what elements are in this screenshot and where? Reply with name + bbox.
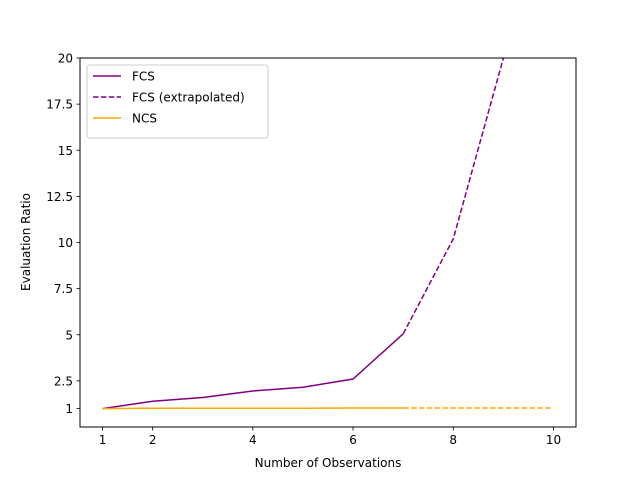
x-tick-label: 4	[249, 433, 257, 447]
y-tick-label: 15	[58, 144, 73, 158]
y-tick-label: 5	[65, 328, 73, 342]
y-tick-label: 10	[58, 236, 73, 250]
x-tick-label: 10	[546, 433, 561, 447]
y-tick-label: 17.5	[46, 98, 73, 112]
y-tick-label: 2.5	[54, 374, 73, 388]
y-tick-label: 1	[65, 402, 73, 416]
x-tick-label: 1	[99, 433, 107, 447]
legend-label: FCS	[132, 70, 155, 84]
x-axis: 1 2 4 6 8 10	[99, 427, 561, 447]
y-tick-label: 7.5	[54, 282, 73, 296]
y-tick-label: 12.5	[46, 190, 73, 204]
series-layer	[102, 57, 554, 410]
x-tick-label: 8	[449, 433, 457, 447]
y-axis-label: Evaluation Ratio	[19, 193, 33, 291]
series-line-2	[102, 407, 404, 410]
legend-frame	[86, 64, 269, 139]
legend-label: NCS	[132, 112, 157, 126]
x-axis-label: Number of Observations	[255, 456, 402, 470]
series-line-0	[102, 333, 404, 410]
y-tick-label: 20	[58, 52, 73, 66]
series-line-1	[402, 57, 505, 335]
x-tick-label: 6	[349, 433, 357, 447]
x-tick-label: 2	[149, 433, 157, 447]
legend: FCS FCS (extrapolated) NCS	[86, 64, 269, 139]
legend-label: FCS (extrapolated)	[132, 91, 245, 105]
